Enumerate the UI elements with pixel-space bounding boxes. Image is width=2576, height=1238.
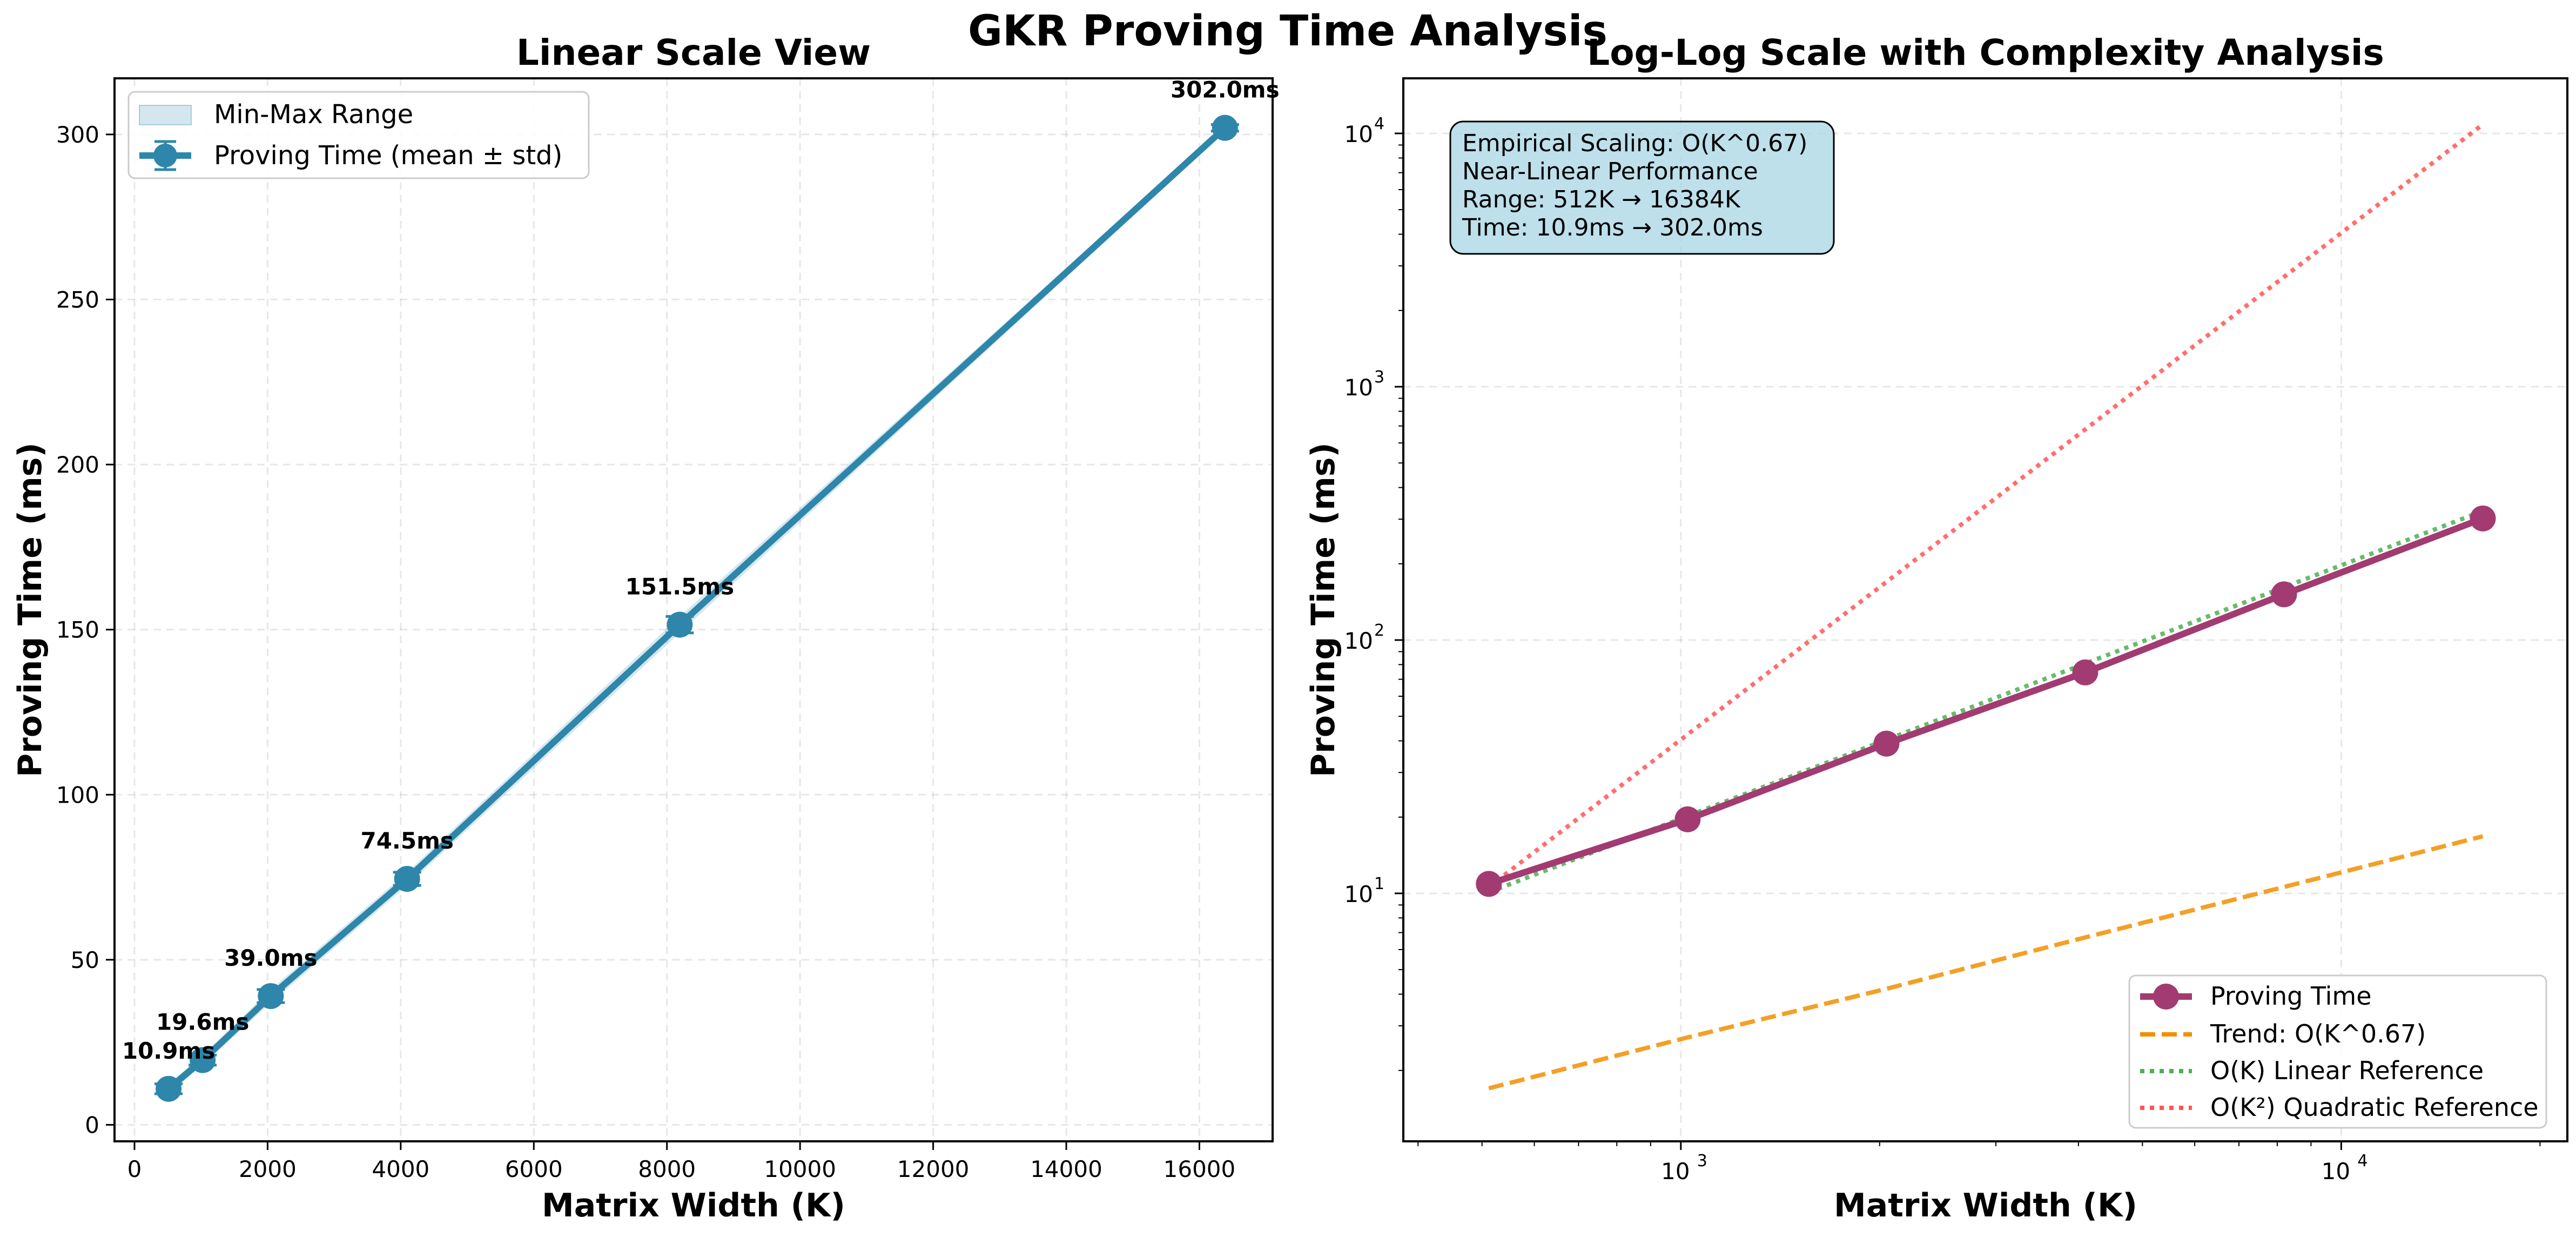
left-legend: Min-Max Range Proving Time (mean ± std)	[127, 91, 590, 179]
right-chart-title: Log-Log Scale with Complexity Analysis	[1587, 32, 2384, 73]
right-series	[1476, 123, 2496, 1091]
data-point	[2271, 581, 2297, 608]
left-series	[154, 115, 1239, 1102]
left-x-tick-label: 6000	[505, 1156, 563, 1182]
right-y-tick-exponent: 2	[1374, 621, 1384, 640]
data-label: 151.5ms	[625, 574, 735, 600]
left-x-tick-label: 8000	[638, 1156, 696, 1182]
legend-label-trend: Trend: O(K^0.67)	[2210, 1019, 2426, 1048]
right-plot-frame	[1402, 77, 2568, 1142]
data-point	[2470, 505, 2496, 531]
left-x-tick-label: 0	[127, 1156, 142, 1182]
data-point	[667, 611, 693, 638]
left-y-tick-label: 50	[71, 947, 99, 973]
annotation-line: Range: 512K → 16384K	[1462, 186, 1741, 213]
right-y-tick-label: 10	[1344, 121, 1373, 147]
trend-line	[1488, 834, 2484, 1091]
proving-time-line	[1488, 515, 2484, 887]
data-label: 10.9ms	[122, 1038, 215, 1064]
annotation-line: Time: 10.9ms → 302.0ms	[1462, 214, 1763, 241]
data-point	[1212, 115, 1238, 141]
right-y-tick-exponent: 1	[1374, 874, 1384, 893]
left-legend-box	[127, 91, 590, 179]
left-x-tick-label: 12000	[897, 1156, 970, 1182]
proving-time-line	[166, 125, 1227, 1092]
left-x-axis-label: Matrix Width (K)	[542, 1187, 845, 1224]
left-y-tick-label: 200	[56, 452, 99, 478]
data-point	[394, 866, 420, 892]
left-grid	[115, 78, 1273, 1141]
legend-label-quadratic-reference: O(K²) Quadratic Reference	[2210, 1093, 2539, 1122]
data-point	[190, 1047, 216, 1073]
left-plot-frame	[113, 77, 1274, 1142]
left-y-tick-label: 150	[56, 617, 99, 643]
annotation-line: Empirical Scaling: O(K^0.67)	[1462, 130, 1807, 157]
data-point	[156, 1075, 182, 1102]
right-x-tick-label: 10	[1661, 1158, 1690, 1185]
right-legend: Proving Time Trend: O(K^0.67) O(K) Linea…	[2128, 974, 2547, 1129]
right-y-tick-label: 10	[1344, 374, 1373, 401]
data-label: 19.6ms	[156, 1009, 249, 1035]
data-point	[1873, 730, 1900, 757]
right-y-tick-exponent: 3	[1374, 368, 1384, 387]
figure-title: GKR Proving Time Analysis	[968, 7, 1608, 56]
left-y-axis-label: Proving Time (ms)	[11, 442, 49, 777]
legend-label-proving-time: Proving Time	[2210, 981, 2372, 1011]
annotation-box	[1449, 120, 1835, 255]
legend-label-proving-time-mean-std: Proving Time (mean ± std)	[214, 140, 562, 171]
legend-swatch-min-max-range	[139, 105, 192, 125]
left-x-tick-label: 2000	[239, 1156, 297, 1182]
left-x-tick-label: 16000	[1163, 1156, 1236, 1182]
legend-label-min-max-range: Min-Max Range	[214, 99, 413, 130]
annotation-line: Near-Linear Performance	[1462, 158, 1758, 185]
right-y-axis-label: Proving Time (ms)	[1304, 442, 1342, 777]
left-x-tick-label: 14000	[1030, 1156, 1102, 1182]
left-y-tick-label: 0	[85, 1112, 99, 1138]
right-y-tick-label: 10	[1344, 881, 1373, 907]
legend-label-linear-reference: O(K) Linear Reference	[2210, 1056, 2484, 1085]
right-legend-box	[2128, 974, 2547, 1129]
right-x-tick-exponent: 3	[1697, 1152, 1707, 1170]
left-y-tick-label: 250	[56, 286, 99, 313]
left-y-ticks: 0 50 100 150 200 250 300	[56, 122, 115, 1138]
left-x-tick-label: 4000	[372, 1156, 429, 1182]
right-y-tick-label: 10	[1344, 628, 1373, 654]
data-point	[1476, 871, 1502, 897]
data-point	[1674, 806, 1701, 832]
data-label: 302.0ms	[1171, 77, 1280, 103]
left-y-tick-label: 300	[56, 122, 99, 148]
right-x-axis-label: Matrix Width (K)	[1834, 1187, 2137, 1224]
data-point	[258, 983, 284, 1010]
right-x-tick-label: 10	[2322, 1158, 2350, 1185]
right-x-tick-exponent: 4	[2357, 1152, 2368, 1170]
left-x-ticks: 0 2000 4000 6000 8000 10000 12000 14000 16000	[127, 1141, 1236, 1182]
right-x-ticks: 10 3 10 4	[1417, 1141, 2541, 1185]
complexity-annotation: Empirical Scaling: O(K^0.67) Near-Linear…	[1449, 120, 1835, 255]
left-x-tick-label: 10000	[764, 1156, 836, 1182]
left-data-labels: 10.9ms 19.6ms 39.0ms 74.5ms 151.5ms 302.0ms	[122, 77, 1280, 1064]
left-y-tick-label: 100	[56, 782, 99, 808]
legend-swatch-proving-time	[2140, 984, 2192, 1010]
right-grid	[1403, 78, 2567, 1141]
right-y-tick-exponent: 4	[1374, 115, 1384, 133]
legend-swatch-proving-time-mean-std	[139, 140, 191, 171]
linear-scale-panel: Linear Scale View 10.9ms 19.6ms 39.0ms 74.5…	[11, 32, 1280, 1224]
log-log-scale-panel: Log-Log Scale with Complexity Analysis 1…	[1304, 32, 2568, 1224]
quadratic-reference-line	[1487, 123, 2484, 889]
data-label: 39.0ms	[224, 945, 317, 971]
data-label: 74.5ms	[360, 827, 453, 854]
data-point	[2072, 659, 2099, 685]
left-chart-title: Linear Scale View	[516, 32, 871, 73]
